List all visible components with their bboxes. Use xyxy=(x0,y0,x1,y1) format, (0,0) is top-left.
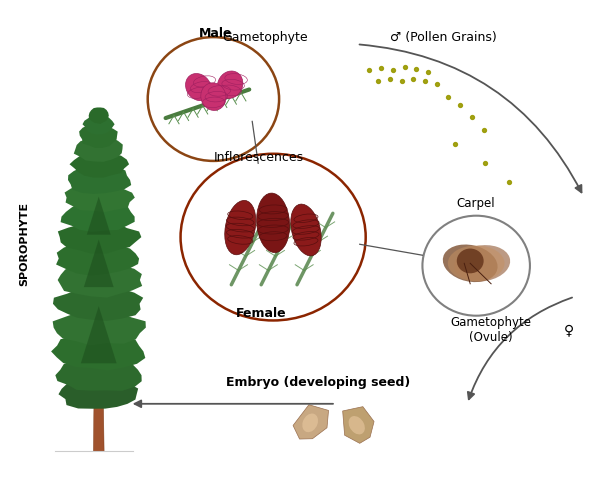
Polygon shape xyxy=(53,311,146,345)
Point xyxy=(364,67,373,74)
Polygon shape xyxy=(55,359,142,391)
Ellipse shape xyxy=(443,244,497,282)
Ellipse shape xyxy=(225,200,256,255)
Point xyxy=(424,68,433,76)
Point xyxy=(467,113,477,120)
Ellipse shape xyxy=(217,71,243,99)
Ellipse shape xyxy=(201,83,226,111)
Polygon shape xyxy=(87,197,110,235)
Polygon shape xyxy=(68,166,131,194)
Point xyxy=(451,140,460,148)
Ellipse shape xyxy=(185,73,211,101)
Point xyxy=(373,78,382,85)
Text: Embryo (developing seed): Embryo (developing seed) xyxy=(226,376,410,389)
Point xyxy=(443,93,453,101)
Text: SPOROPHYTE: SPOROPHYTE xyxy=(19,202,29,286)
Polygon shape xyxy=(293,405,329,439)
Polygon shape xyxy=(61,203,134,232)
Text: Inflorescences: Inflorescences xyxy=(214,151,304,164)
Point xyxy=(479,126,489,134)
Ellipse shape xyxy=(448,245,505,281)
Point xyxy=(421,78,430,85)
Point xyxy=(400,63,409,71)
Polygon shape xyxy=(89,107,109,124)
Ellipse shape xyxy=(457,249,484,274)
Polygon shape xyxy=(84,240,113,287)
Polygon shape xyxy=(58,263,142,297)
Polygon shape xyxy=(343,407,374,444)
Polygon shape xyxy=(81,306,116,363)
Point xyxy=(433,80,442,88)
Polygon shape xyxy=(74,137,123,162)
Polygon shape xyxy=(51,334,145,370)
Text: ♀: ♀ xyxy=(563,323,574,337)
Point xyxy=(504,179,514,186)
Ellipse shape xyxy=(291,204,321,256)
Polygon shape xyxy=(58,380,138,409)
Ellipse shape xyxy=(302,413,318,432)
Point xyxy=(376,64,385,72)
Polygon shape xyxy=(56,241,139,275)
Ellipse shape xyxy=(257,193,290,252)
Ellipse shape xyxy=(454,245,510,282)
Point xyxy=(385,76,394,83)
Text: Gametophyte
(Ovule): Gametophyte (Ovule) xyxy=(451,316,532,344)
Polygon shape xyxy=(82,114,115,135)
Text: Carpel: Carpel xyxy=(457,197,496,210)
Polygon shape xyxy=(94,278,104,451)
Point xyxy=(481,160,490,167)
Polygon shape xyxy=(58,222,142,254)
Text: ♂ (Pollen Grains): ♂ (Pollen Grains) xyxy=(389,31,496,44)
Point xyxy=(412,65,421,73)
Point xyxy=(455,102,465,109)
Point xyxy=(388,67,397,74)
Text: Female: Female xyxy=(236,307,286,320)
Polygon shape xyxy=(65,184,135,212)
Point xyxy=(397,78,406,85)
Text: Male: Male xyxy=(199,27,232,40)
Text: Gametophyte: Gametophyte xyxy=(223,31,308,44)
Polygon shape xyxy=(53,286,143,321)
Ellipse shape xyxy=(349,416,365,434)
Point xyxy=(409,75,418,82)
Polygon shape xyxy=(70,150,129,178)
Polygon shape xyxy=(79,124,118,148)
